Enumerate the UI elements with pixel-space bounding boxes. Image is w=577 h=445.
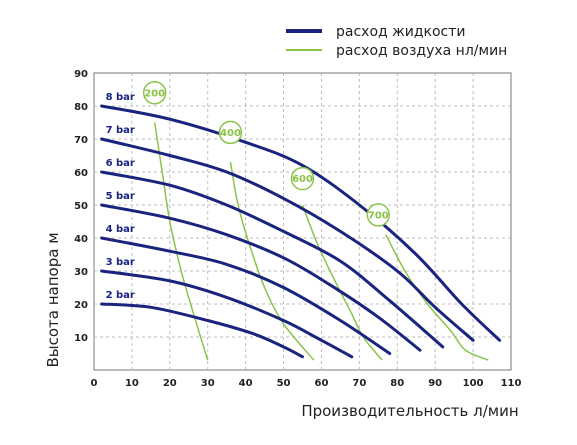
y-axis-label: Высота напора м bbox=[44, 232, 62, 367]
y-tick-label: 30 bbox=[74, 267, 88, 278]
x-axis-label: Производительность л/мин bbox=[301, 402, 518, 420]
pressure-label-2-bar: 2 bar bbox=[106, 290, 135, 301]
air-flow-labels: 200 400 600 700 bbox=[142, 81, 391, 227]
pressure-line-2-bar bbox=[100, 302, 304, 359]
y-tick-label: 70 bbox=[74, 135, 88, 146]
pressure-line-5-bar bbox=[100, 203, 422, 352]
x-tick-label: 50 bbox=[277, 378, 291, 389]
x-tick-labels: 0 10 20 30 40 50 60 70 80 90 100 110 bbox=[91, 378, 522, 389]
pressure-line-3-bar bbox=[100, 269, 354, 359]
air-label-600: 600 bbox=[292, 174, 313, 185]
x-tick-label: 30 bbox=[201, 378, 215, 389]
pressure-lines bbox=[100, 104, 502, 359]
x-tick-label: 110 bbox=[501, 378, 522, 389]
y-tick-label: 10 bbox=[74, 333, 88, 344]
air-label-circle-400 bbox=[218, 120, 243, 145]
air-flow-lines bbox=[153, 122, 489, 361]
air-label-200: 200 bbox=[144, 88, 165, 99]
x-tick-label: 0 bbox=[91, 378, 98, 389]
y-tick-labels: 10 20 30 40 50 60 70 80 90 bbox=[74, 69, 88, 344]
pressure-line-8-bar bbox=[100, 104, 502, 342]
x-tick-label: 70 bbox=[352, 378, 366, 389]
legend: расход жидкости расход воздуха нл/мин bbox=[286, 24, 507, 59]
y-tick-label: 90 bbox=[74, 69, 88, 80]
air-line-700 bbox=[385, 234, 489, 361]
x-tick-label: 100 bbox=[463, 378, 484, 389]
y-tick-label: 50 bbox=[74, 201, 88, 212]
y-tick-label: 80 bbox=[74, 102, 88, 113]
pressure-line-7-bar bbox=[100, 137, 475, 342]
pressure-line-6-bar bbox=[100, 170, 445, 349]
pressure-labels: 8 bar 7 bar 6 bar 5 bar 4 bar 3 bar 2 bar bbox=[106, 92, 135, 301]
x-tick-label: 60 bbox=[314, 378, 328, 389]
x-tick-label: 40 bbox=[239, 378, 253, 389]
x-tick-label: 20 bbox=[163, 378, 177, 389]
pressure-label-6-bar: 6 bar bbox=[106, 158, 135, 169]
air-label-circle-700 bbox=[366, 203, 391, 227]
air-line-200 bbox=[153, 122, 209, 361]
pressure-line-4-bar bbox=[100, 236, 392, 355]
x-tick-label: 90 bbox=[428, 378, 442, 389]
air-line-400 bbox=[229, 161, 315, 361]
air-label-circle-600 bbox=[290, 166, 315, 191]
x-tick-label: 80 bbox=[390, 378, 404, 389]
legend-label-liquid: расход жидкости bbox=[336, 24, 466, 40]
pressure-label-5-bar: 5 bar bbox=[106, 191, 135, 202]
pressure-label-7-bar: 7 bar bbox=[106, 125, 135, 136]
y-tick-label: 60 bbox=[74, 168, 88, 179]
x-tick-label: 10 bbox=[125, 378, 139, 389]
air-label-700: 700 bbox=[368, 210, 389, 221]
y-tick-label: 40 bbox=[74, 234, 88, 245]
pressure-label-4-bar: 4 bar bbox=[106, 224, 135, 235]
air-label-circle-200 bbox=[142, 81, 167, 105]
pressure-label-3-bar: 3 bar bbox=[106, 257, 135, 268]
air-label-400: 400 bbox=[220, 128, 241, 139]
air-line-600 bbox=[301, 204, 383, 361]
pressure-label-8-bar: 8 bar bbox=[106, 92, 135, 103]
legend-label-air: расход воздуха нл/мин bbox=[336, 43, 507, 59]
y-tick-label: 20 bbox=[74, 300, 88, 311]
